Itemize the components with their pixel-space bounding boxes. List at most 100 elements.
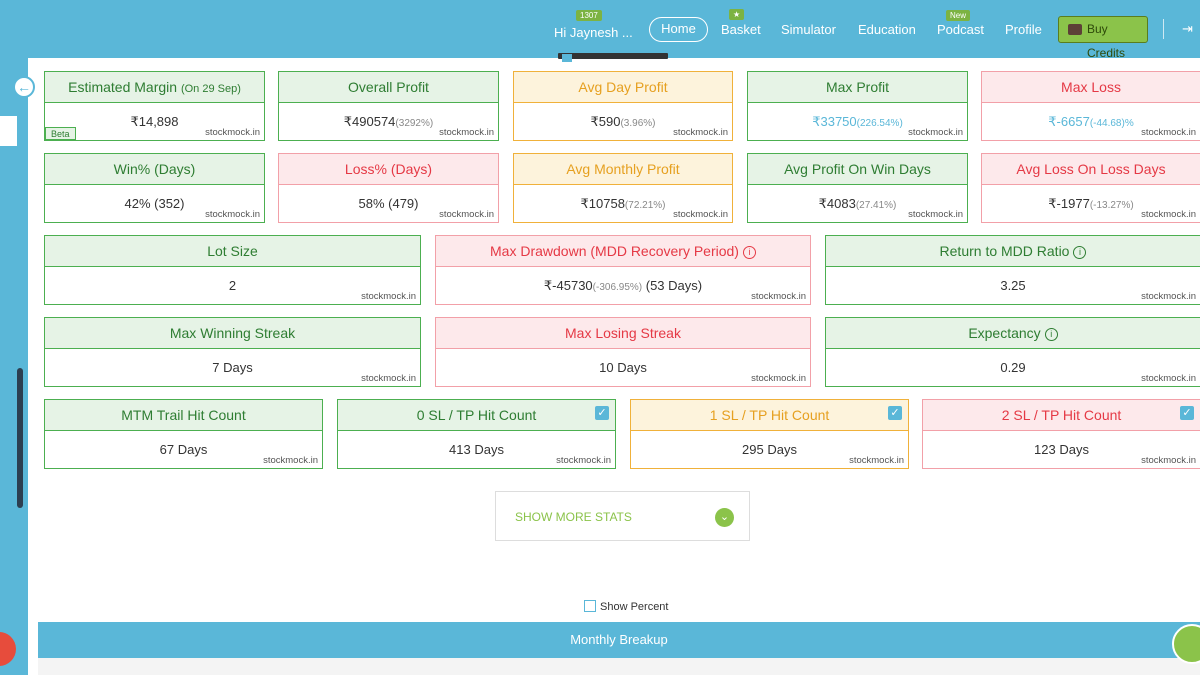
info-icon[interactable]: i [742,246,756,259]
checkbox-icon[interactable] [562,54,572,62]
red-fab-button[interactable] [0,632,16,666]
avg-profit-win-days-card: Avg Profit On Win Days ₹4083(27.41%) sto… [747,153,968,223]
greeting-text[interactable]: Hi Jaynesh ... [554,25,633,40]
credits-badge: 1307 [576,10,602,21]
watermark: stockmock.in [263,455,318,466]
card-value: ₹-45730(-306.95%) (53 Days) [543,278,703,293]
star-icon: ★ [729,9,745,20]
max-profit-card: Max Profit ₹33750(226.54%) stockmock.in [747,71,968,141]
watermark: stockmock.in [849,455,904,466]
avg-monthly-profit-card: Avg Monthly Profit ₹10758(72.21%) stockm… [513,153,733,223]
card-title: Max Losing Streak [436,318,810,349]
watermark: stockmock.in [1141,291,1196,302]
card-value: ₹4083(27.41%) [818,196,897,211]
show-more-stats-button[interactable]: SHOW MORE STATS ⌄ [495,491,750,541]
card-title: Estimated Margin (On 29 Sep) [45,72,264,103]
nav-home-button[interactable]: Home [649,17,708,42]
watermark: stockmock.in [361,291,416,302]
estimated-margin-card: Estimated Margin (On 29 Sep) ₹14,898 Bet… [44,71,265,141]
card-value: 0.29 [1000,360,1026,375]
max-winning-streak-card: Max Winning Streak 7 Days stockmock.in [44,317,421,387]
card-title: Avg Day Profit [514,72,732,103]
card-title: Max Profit [748,72,967,103]
watermark: stockmock.in [673,127,728,138]
card-title: 1 SL / TP Hit Count [631,400,908,431]
show-percent-checkbox[interactable]: Show Percent [584,600,668,613]
wallet-icon [1068,24,1082,35]
info-icon[interactable]: i [1044,328,1058,341]
card-title: Max Drawdown (MDD Recovery Period) i [436,236,810,267]
monthly-breakup-header: Monthly Breakup [38,622,1200,658]
max-loss-card: Max Loss ₹-6657(-44.68)% stockmock.in [981,71,1200,141]
watermark: stockmock.in [751,291,806,302]
share-icon[interactable] [1172,624,1200,664]
nav-basket[interactable]: Basket [721,22,761,37]
top-nav-bar: 1307 Hi Jaynesh ... Home ★ Basket Simula… [0,0,1200,60]
checkbox-checked[interactable]: ✓ [888,406,902,420]
watermark: stockmock.in [908,127,963,138]
show-more-label: SHOW MORE STATS [515,510,632,524]
show-percent-label: Show Percent [600,601,669,613]
card-value: ₹14,898 [130,114,179,129]
card-title: Avg Monthly Profit [514,154,732,185]
sl-tp-2-hit-card: 2 SL / TP Hit Count ✓ 123 Days stockmock… [922,399,1200,469]
checkbox-checked[interactable]: ✓ [595,406,609,420]
watermark: stockmock.in [439,127,494,138]
card-value: 67 Days [159,442,208,457]
card-title: Avg Profit On Win Days [748,154,967,185]
nav-divider [1163,19,1164,39]
watermark: stockmock.in [1141,373,1196,384]
watermark: stockmock.in [556,455,611,466]
card-title: Avg Loss On Loss Days [982,154,1200,185]
new-badge: New [946,10,971,21]
card-title: Loss% (Days) [279,154,498,185]
nav-profile[interactable]: Profile [1005,22,1042,37]
sidebar-panel [0,116,17,146]
watermark: stockmock.in [361,373,416,384]
card-value: 58% (479) [358,196,419,211]
card-value: 413 Days [449,442,504,457]
nav-podcast[interactable]: Podcast [937,22,984,37]
card-title: Return to MDD Ratio i [826,236,1200,267]
monthly-table-header-row [38,658,1200,675]
watermark: stockmock.in [908,209,963,220]
checkbox-checked[interactable]: ✓ [1180,406,1194,420]
card-value: ₹490574(3292%) [343,114,434,129]
card-value: 3.25 [1000,278,1026,293]
buy-credits-label: Buy Credits [1087,22,1126,60]
logout-icon[interactable]: ⇥ [1182,21,1193,36]
max-losing-streak-card: Max Losing Streak 10 Days stockmock.in [435,317,811,387]
loss-percent-card: Loss% (Days) 58% (479) stockmock.in [278,153,499,223]
card-title: Max Loss [982,72,1200,103]
max-drawdown-card: Max Drawdown (MDD Recovery Period) i ₹-45… [435,235,811,305]
card-value: ₹590(3.96%) [590,114,656,129]
beta-badge: Beta [45,127,76,140]
nav-simulator[interactable]: Simulator [781,22,836,37]
watermark: stockmock.in [205,127,260,138]
info-icon[interactable]: i [1073,246,1087,259]
card-value[interactable]: ₹-6657(-44.68)% [1048,114,1134,129]
buy-credits-button[interactable]: Buy Credits [1058,16,1148,60]
nav-education[interactable]: Education [858,22,916,37]
watermark: stockmock.in [439,209,494,220]
collapse-sidebar-icon[interactable]: ← [13,76,35,98]
card-title: 0 SL / TP Hit Count [338,400,615,431]
card-value[interactable]: ₹33750(226.54%) [812,114,903,129]
card-title: MTM Trail Hit Count [45,400,322,431]
sidebar-scrollbar[interactable] [17,368,23,508]
return-to-mdd-card: Return to MDD Ratio i 3.25 stockmock.in [825,235,1200,305]
watermark: stockmock.in [1141,127,1196,138]
card-value: 42% (352) [124,196,185,211]
watermark: stockmock.in [205,209,260,220]
checkbox-icon[interactable] [584,600,596,612]
watermark: stockmock.in [673,209,728,220]
card-title: Max Winning Streak [45,318,420,349]
hide-na-rows-toggle[interactable] [558,53,668,59]
avg-day-profit-card: Avg Day Profit ₹590(3.96%) stockmock.in [513,71,733,141]
card-value: 7 Days [212,360,253,375]
left-sidebar [0,58,28,675]
expectancy-card: Expectancy i 0.29 stockmock.in [825,317,1200,387]
card-value: 123 Days [1034,442,1089,457]
watermark: stockmock.in [751,373,806,384]
avg-loss-loss-days-card: Avg Loss On Loss Days ₹-1977(-13.27%) st… [981,153,1200,223]
